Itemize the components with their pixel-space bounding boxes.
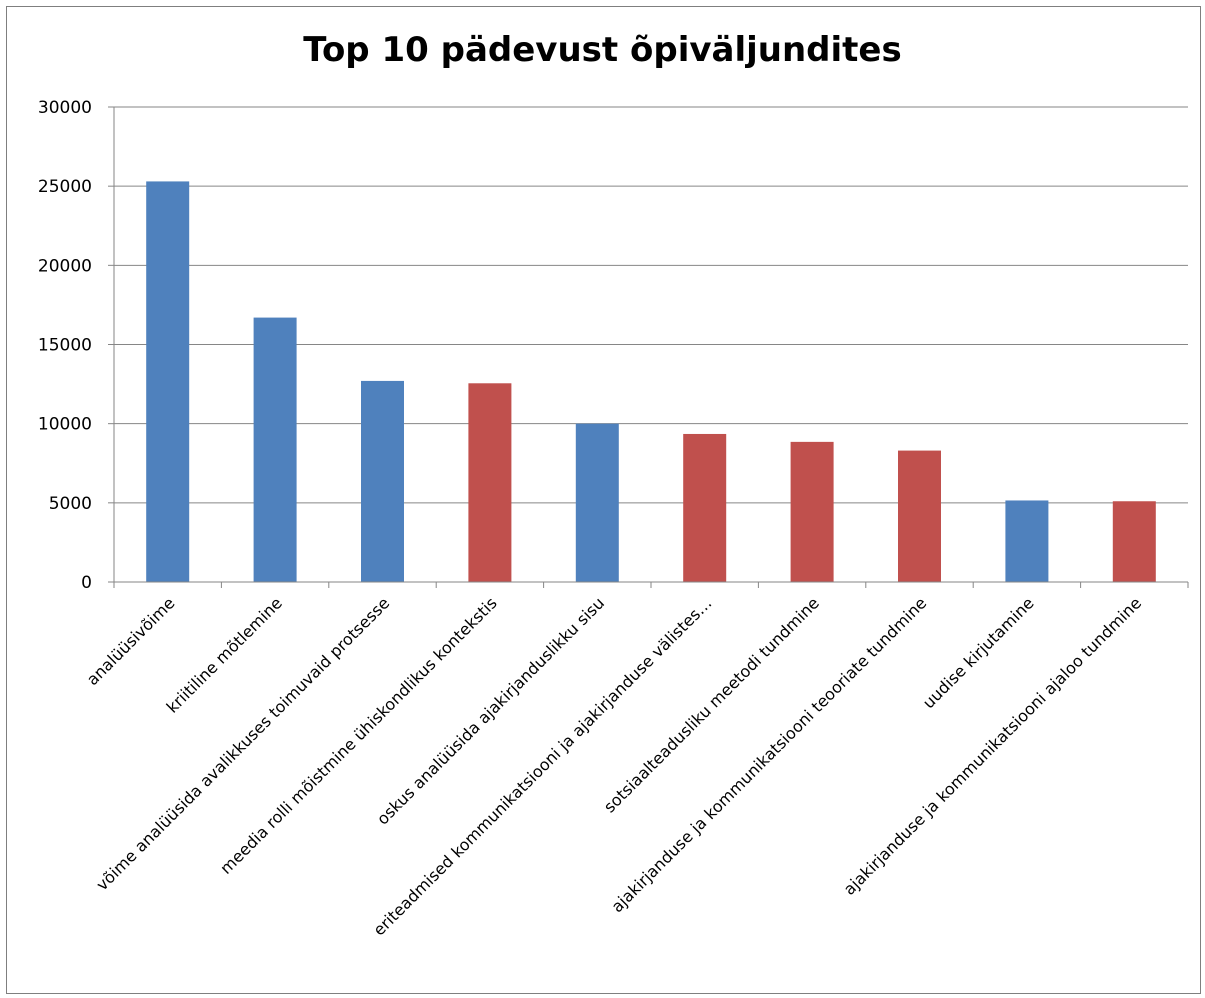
y-tick-label: 10000: [38, 415, 92, 435]
bar: [1005, 500, 1049, 582]
bar: [253, 317, 297, 582]
bar: [146, 181, 190, 582]
bars: [146, 181, 1156, 582]
bar: [1112, 501, 1156, 582]
chart-title: Top 10 pädevust õpiväljundites: [303, 30, 902, 70]
y-tick-label: 5000: [49, 494, 92, 514]
y-tick-label: 15000: [38, 336, 92, 356]
bar: [898, 450, 941, 582]
bar: [361, 380, 404, 582]
bar: [575, 423, 619, 582]
x-category-label: sotsiaalteadusliku meetodi tundmine: [600, 593, 823, 816]
bar: [790, 441, 834, 582]
y-axis-tick-labels: 0 5000 10000 15000 20000 25000 30000: [38, 98, 92, 593]
x-category-label: oskus analüüsida ajakirjanduslikku sisu: [373, 593, 608, 828]
axes: [113, 107, 1189, 588]
x-category-label: kriitiline mõtlemine: [163, 593, 286, 716]
y-tick-label: 30000: [38, 98, 92, 118]
x-category-label: uudise kirjutamine: [919, 593, 1038, 712]
y-tick-label: 0: [81, 573, 92, 593]
bar: [468, 383, 512, 582]
y-tick-label: 20000: [38, 256, 92, 276]
x-category-label: analüüsivõime: [83, 593, 179, 689]
bar: [683, 433, 727, 582]
y-tick-label: 25000: [38, 177, 92, 197]
